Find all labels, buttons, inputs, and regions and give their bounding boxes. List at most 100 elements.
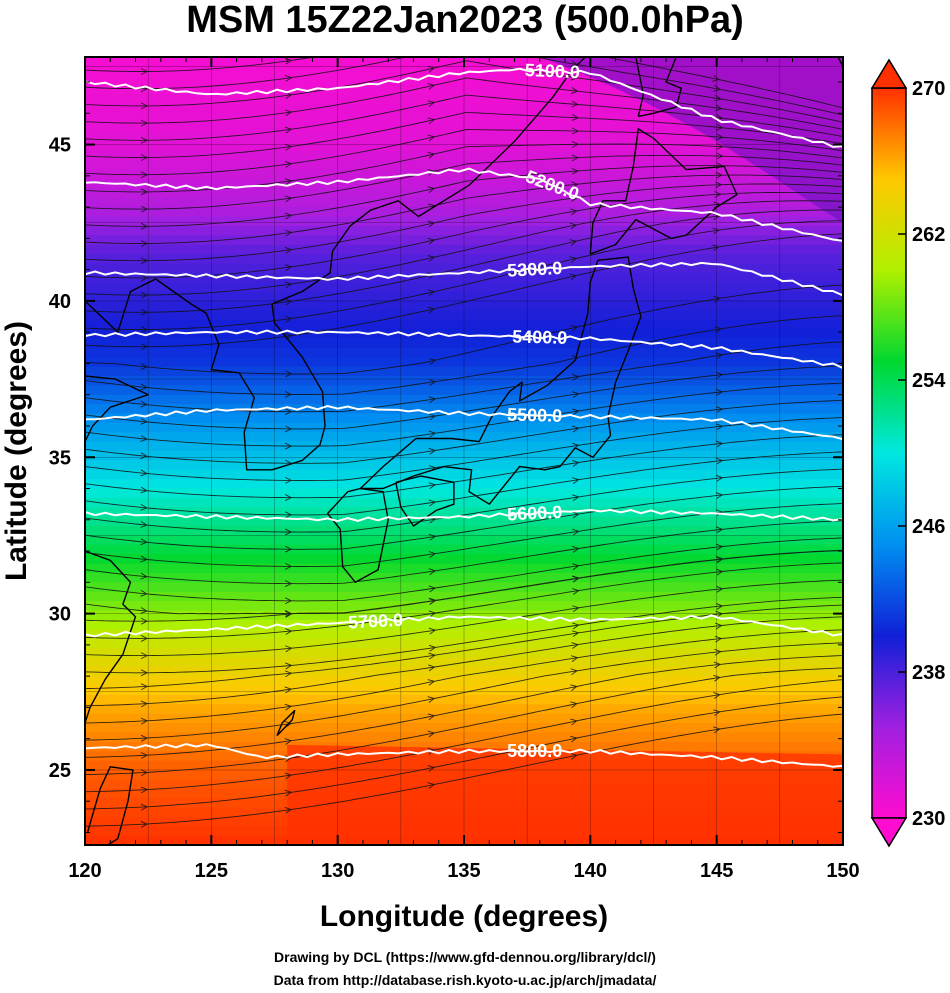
height-contour-line xyxy=(85,404,843,441)
height-contour-line xyxy=(85,329,843,370)
height-contour-line xyxy=(85,167,843,242)
streamline-arrow xyxy=(140,635,149,642)
streamline-arrow xyxy=(428,413,437,421)
streamline xyxy=(85,629,843,724)
height-contour-line xyxy=(85,261,843,297)
streamline-arrow xyxy=(284,408,293,416)
streamline-arrow xyxy=(427,65,436,73)
streamline-arrow xyxy=(712,75,720,82)
streamline-arrow xyxy=(570,208,578,216)
streamline xyxy=(85,111,843,158)
streamline-arrow xyxy=(572,494,580,502)
streamline-arrow xyxy=(427,255,436,262)
height-contour-line xyxy=(85,67,843,148)
streamline-arrow xyxy=(715,181,723,189)
streamline-arrow xyxy=(715,371,724,379)
credit-dcl: Drawing by DCL (https://www.gfd-dennou.o… xyxy=(274,949,656,965)
streamline-arrow xyxy=(284,109,293,117)
streamline-arrow xyxy=(284,511,293,519)
streamline-arrow xyxy=(713,692,721,699)
streamline-arrow xyxy=(140,652,149,660)
x-tick-label: 130 xyxy=(321,860,354,882)
colorbar-tick-label: 230 xyxy=(912,808,945,830)
streamline-arrow xyxy=(140,257,149,265)
streamline xyxy=(85,382,843,447)
streamline-arrow xyxy=(284,264,293,271)
streamline-arrow xyxy=(715,543,724,551)
streamline-arrow xyxy=(715,389,724,396)
streamline-arrow xyxy=(571,642,579,649)
colorbar: 230 238 246 254 262 270 xyxy=(870,58,946,848)
contour-label: 5500.0 xyxy=(507,405,563,426)
streamline-arrow xyxy=(427,100,436,107)
streamline-arrow xyxy=(428,465,437,472)
streamline-arrow xyxy=(140,326,149,333)
streamline-arrow xyxy=(140,240,149,247)
streamline-arrow xyxy=(715,492,724,499)
streamline xyxy=(85,233,843,348)
streamline xyxy=(85,143,843,193)
streamline-arrow xyxy=(571,630,580,638)
streamline xyxy=(85,696,843,810)
streamline-arrow xyxy=(427,151,436,159)
streamline-arrow xyxy=(428,664,436,672)
streamline xyxy=(85,451,843,516)
streamline-arrow xyxy=(714,635,723,643)
streamline-arrow xyxy=(713,201,721,209)
streamline-arrow xyxy=(427,237,436,245)
streamline xyxy=(85,713,843,827)
streamline-arrow xyxy=(284,610,293,617)
streamline-arrow xyxy=(284,195,293,203)
streamline-arrow xyxy=(572,528,580,536)
streamline-arrow xyxy=(284,391,293,398)
credit-data: Data from http://database.rish.kyoto-u.a… xyxy=(274,972,657,988)
streamline-arrow xyxy=(572,546,580,553)
y-tick-label: 45 xyxy=(49,135,71,157)
sakhalin-west-coast xyxy=(635,57,645,117)
streamline-arrow xyxy=(284,545,293,553)
streamline-arrow xyxy=(428,482,437,490)
streamline-arrow xyxy=(570,701,578,709)
colorbar-gradient xyxy=(871,87,907,819)
streamline-arrow xyxy=(715,585,724,593)
streamline-arrow xyxy=(285,628,293,635)
china-east-coast xyxy=(85,550,137,724)
streamline-arrow xyxy=(572,588,580,595)
sakhalin-east-coast xyxy=(638,57,682,118)
streamline-arrow xyxy=(715,457,724,465)
streamline-arrow xyxy=(284,425,293,433)
streamline-arrow xyxy=(713,674,721,682)
streamline xyxy=(85,550,843,615)
streamline-arrow xyxy=(569,222,578,230)
streamline-arrow xyxy=(428,598,437,605)
streamline-arrow xyxy=(284,143,293,151)
streamline-arrow xyxy=(715,556,724,564)
streamline-arrow xyxy=(715,423,724,431)
chart-title: MSM 15Z22Jan2023 (500.0hPa) xyxy=(186,0,744,41)
streamline-arrow xyxy=(570,47,577,54)
streamline-arrow xyxy=(140,769,149,777)
streamline-arrow xyxy=(140,469,148,477)
streamline-arrow xyxy=(571,114,580,121)
streamline-arrow xyxy=(713,84,721,92)
streamline-arrow xyxy=(284,333,293,340)
streamline-arrow xyxy=(572,460,580,467)
streamline-arrow xyxy=(571,167,579,175)
streamline-arrow xyxy=(571,355,580,362)
shikoku-coast xyxy=(395,475,455,527)
streamline-arrow xyxy=(428,396,437,404)
streamline xyxy=(85,434,843,499)
x-tick-label: 120 xyxy=(68,860,101,882)
streamline-arrow xyxy=(427,169,436,176)
streamline-arrow xyxy=(284,298,293,306)
hokkaido-coast xyxy=(589,128,738,255)
streamline-arrow xyxy=(715,603,724,610)
streamline-arrow xyxy=(714,94,722,102)
streamline-arrow xyxy=(569,239,578,246)
streamline-arrow xyxy=(570,655,579,662)
streamline-arrow xyxy=(570,718,578,726)
streamline-arrow xyxy=(140,102,149,110)
streamline-arrow xyxy=(140,400,148,408)
warm-region xyxy=(287,744,843,845)
streamline-arrow xyxy=(714,648,722,656)
